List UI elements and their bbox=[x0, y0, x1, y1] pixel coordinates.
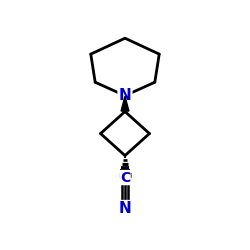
Text: N: N bbox=[119, 88, 132, 103]
Text: N: N bbox=[119, 200, 132, 216]
Polygon shape bbox=[121, 96, 129, 111]
Text: C: C bbox=[120, 170, 130, 184]
